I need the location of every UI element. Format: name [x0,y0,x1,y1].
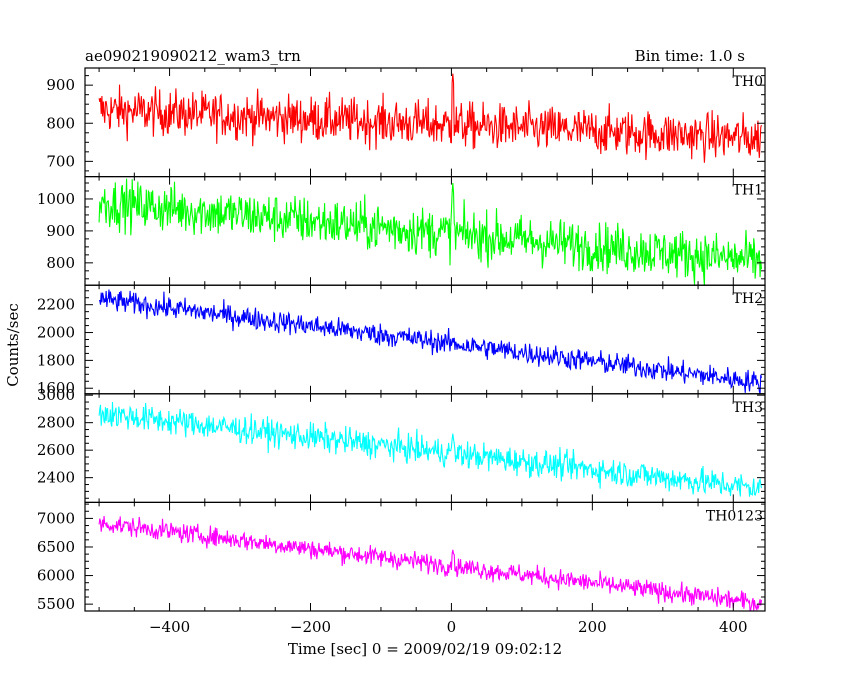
series-th0-line [98,73,763,163]
y-tick-label: 1800 [37,351,75,369]
y-tick-label: 7000 [37,509,75,527]
y-tick-label: 3000 [37,386,75,404]
panel-label-th3: TH3 [733,400,763,416]
series-th0123-line [98,515,763,611]
x-tick-label: 200 [578,618,607,636]
y-tick-label: 1600 [37,379,75,397]
y-axis-label: Counts/sec [4,303,22,387]
panel-th2: 1600 1800 2000 2200 TH2 [37,284,766,397]
panel-frame [84,501,766,612]
bin-time-label: Bin time: 1.0 s [635,47,745,65]
y-tick-label: 2600 [37,441,75,459]
panel-label-th0123: TH0123 [706,508,763,524]
panel-frame [84,67,766,178]
y-tick-label: 800 [46,114,75,132]
x-axis-ticks: −400 −200 0 200 400 [149,618,748,636]
panels-group: 700 800 900 TH0 800 900 1000 TH1 1600 1800 2000 220… [37,67,766,613]
panel-label-th2: TH2 [733,291,763,307]
panel-th0: 700 800 900 TH0 [46,67,766,178]
series-th1-line [98,178,763,286]
series-th2-line [98,289,763,394]
y-tick-label: 2800 [37,414,75,432]
panel-th3: 2400 2600 2800 3000 TH3 [37,386,766,503]
y-tick-label: 800 [46,254,75,272]
panel-label-th1: TH1 [733,183,763,199]
y-tick-label: 2400 [37,469,75,487]
panel-th0123: 5500 6000 6500 7000 TH0123 [37,501,766,613]
y-tick-label: 900 [46,76,75,94]
chart-title: ae090219090212_wam3_trn [85,47,301,65]
y-tick-label: 1000 [37,190,75,208]
panel-th1: 800 900 1000 TH1 [37,176,766,286]
y-tick-label: 2200 [37,296,75,314]
panel-label-th0: TH0 [733,74,763,90]
y-tick-label: 5500 [37,595,75,613]
y-tick-label: 6000 [37,567,75,585]
y-tick-label: 700 [46,152,75,170]
y-tick-label: 900 [46,222,75,240]
series-th3-line [98,402,763,497]
x-tick-label: 400 [719,618,748,636]
y-tick-label: 2000 [37,324,75,342]
x-tick-label: 0 [447,618,457,636]
y-tick-label: 6500 [37,538,75,556]
x-tick-label: −400 [149,618,190,636]
x-tick-label: −200 [290,618,331,636]
x-axis-label: Time [sec] 0 = 2009/02/19 09:02:12 [288,640,562,658]
